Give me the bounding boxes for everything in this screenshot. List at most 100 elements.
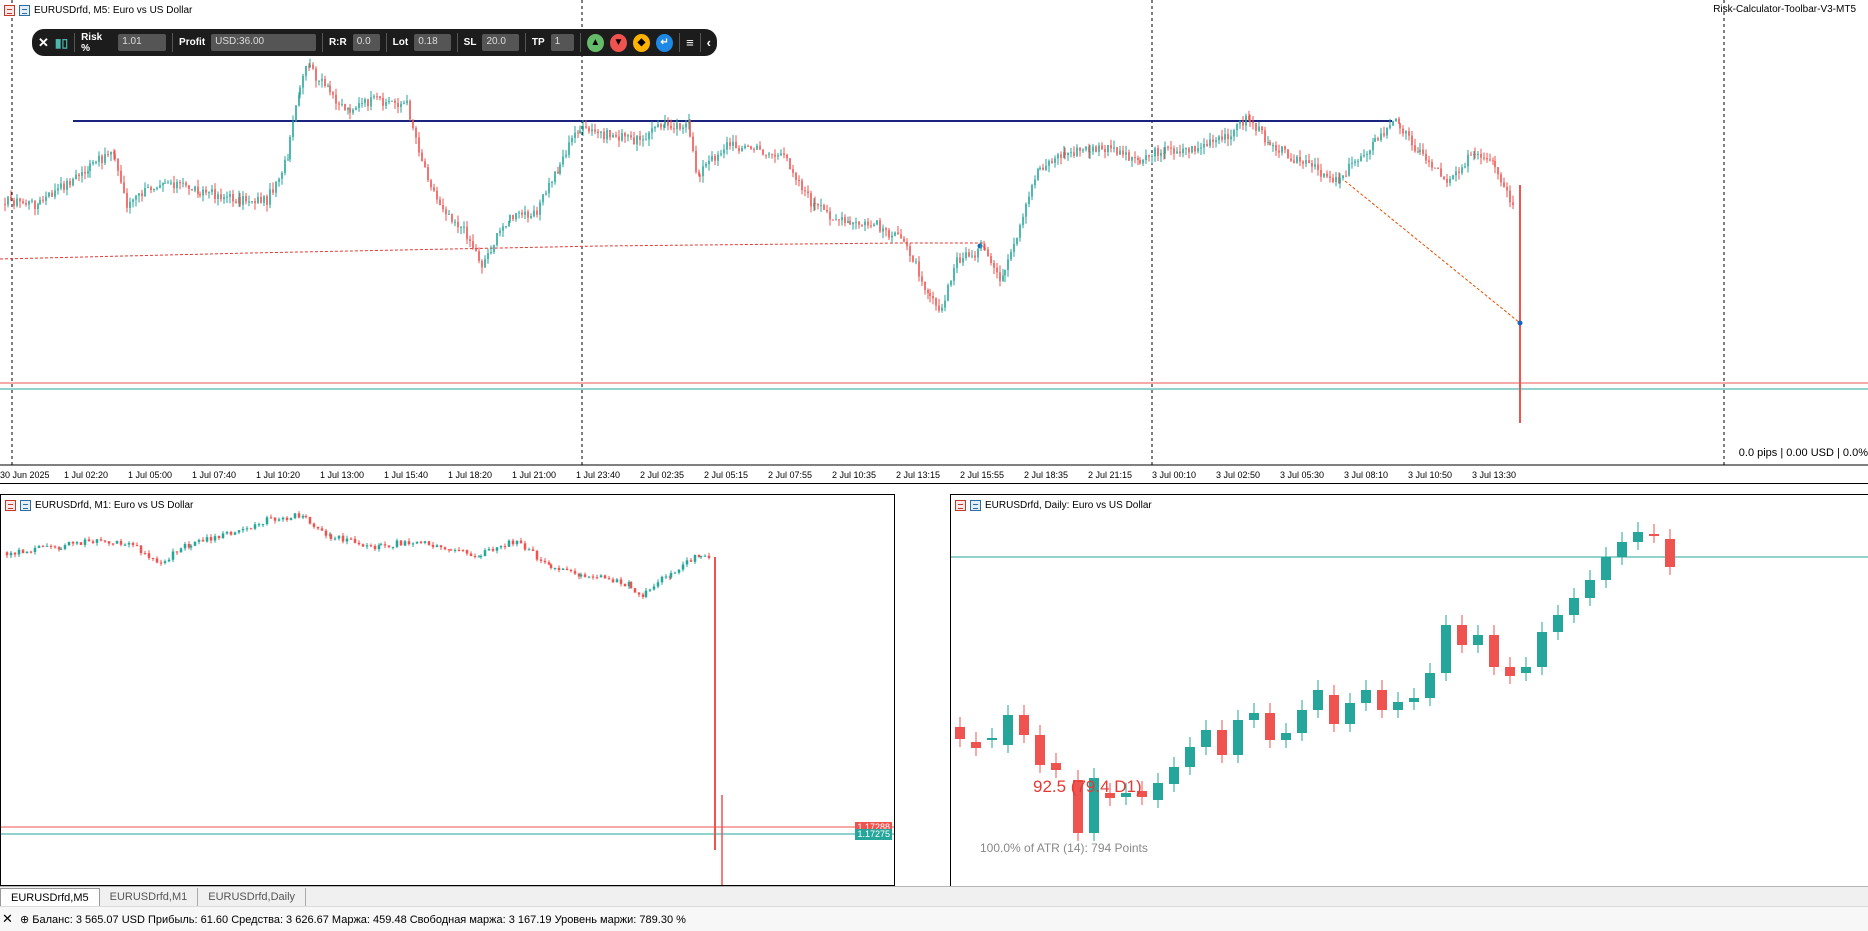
collapse-toolbar-button[interactable]: ‹	[706, 35, 712, 50]
time-axis-label: 2 Jul 02:35	[640, 470, 685, 480]
candle-body	[98, 155, 100, 162]
lot-input[interactable]: 0.18	[414, 34, 451, 51]
candle-body	[89, 163, 91, 172]
candle-body	[466, 226, 468, 240]
candle-body	[1440, 168, 1442, 177]
candle-body	[587, 576, 591, 578]
candle-body	[1233, 720, 1243, 755]
candle-body	[1157, 148, 1159, 156]
candle-body	[547, 562, 551, 565]
candle-body	[1302, 161, 1304, 164]
pending-order-icon[interactable]: ◆	[632, 33, 651, 52]
candle-body	[423, 541, 427, 543]
execute-order-icon[interactable]: ↵	[656, 33, 674, 52]
candle-body	[433, 187, 435, 191]
candle-body	[81, 172, 83, 177]
candle-body	[483, 550, 487, 556]
tab-eurusd-m1[interactable]: EURUSDrfd,M1	[100, 888, 199, 906]
candle-body	[457, 221, 459, 228]
rr-input[interactable]: 0.0	[352, 34, 380, 51]
menu-icon[interactable]: ≡	[686, 35, 694, 50]
candle-body	[1104, 149, 1106, 153]
candle-body	[987, 738, 997, 740]
marker-point	[1517, 320, 1523, 326]
price-chart-m1[interactable]	[1, 495, 895, 886]
candle-body	[1601, 557, 1611, 580]
candle-body	[807, 191, 809, 194]
sl-input[interactable]: 20.0	[482, 34, 519, 51]
risk-input[interactable]: 1.01	[118, 34, 167, 51]
time-axis-label: 2 Jul 05:15	[704, 470, 749, 480]
buy-up-icon[interactable]: ▲	[586, 33, 604, 52]
candle-body	[16, 198, 18, 206]
chart-window-m5[interactable]: EURUSDrfd, M5: Euro vs US Dollar Risk-Ca…	[0, 0, 1868, 484]
close-toolbar-button[interactable]: ✕	[38, 34, 49, 50]
chart-window-m1[interactable]: EURUSDrfd, M1: Euro vs US Dollar 1.17975…	[0, 494, 895, 886]
candle-body	[702, 166, 704, 177]
chart-icon	[955, 499, 966, 511]
tp-label: TP	[531, 37, 545, 48]
candle-body	[424, 161, 426, 168]
candle-body	[1377, 138, 1379, 141]
candle-body	[153, 188, 155, 191]
candle-body	[245, 528, 249, 530]
separator	[172, 33, 174, 52]
candle-body	[944, 300, 946, 308]
tab-eurusd-daily[interactable]: EURUSDrfd,Daily	[198, 888, 307, 906]
candle-body	[292, 121, 294, 138]
candle-body	[120, 170, 122, 183]
candle-body	[689, 560, 693, 562]
candle-body	[1314, 164, 1316, 167]
candle-body	[472, 241, 474, 249]
profit-input[interactable]: USD:36.00	[211, 34, 316, 51]
candle-body	[657, 124, 659, 128]
candle-body	[1366, 154, 1368, 156]
candle-body	[1233, 130, 1235, 137]
candle-body	[496, 233, 498, 246]
candle-body	[1098, 145, 1100, 152]
candle-body	[57, 188, 59, 191]
candle-body	[132, 199, 134, 202]
candle-body	[135, 195, 137, 200]
close-icon[interactable]: ✕	[2, 911, 13, 926]
rr-label: R:R	[328, 37, 347, 48]
candle-body	[1293, 160, 1295, 163]
candle-body	[1116, 147, 1118, 155]
candle-body	[39, 199, 41, 204]
sell-down-icon[interactable]: ▼	[609, 33, 627, 52]
candle-body	[1296, 156, 1298, 163]
candle-body	[83, 539, 87, 545]
candle-body	[652, 586, 656, 590]
price-chart-d1[interactable]	[951, 495, 1868, 886]
tab-eurusd-m5[interactable]: EURUSDrfd,M5	[0, 888, 100, 906]
candle-body	[759, 145, 761, 150]
candle-body	[858, 221, 860, 225]
pips-readout: 0.0 pips | 0.00 USD | 0.0%	[1732, 447, 1868, 459]
risk-calculator-toolbar[interactable]: ✕ ▮▯ Risk % 1.01 Profit USD:36.00 R:R 0.…	[32, 29, 717, 56]
candle-body	[1067, 152, 1069, 156]
candle-body	[67, 541, 71, 546]
candle-body	[254, 201, 256, 204]
candle-body	[792, 169, 794, 173]
candle-body	[1224, 134, 1226, 140]
chart-type-icon[interactable]: ▮▯	[54, 35, 69, 50]
candle-body	[1464, 166, 1466, 168]
candle-body	[569, 569, 573, 572]
candle-body	[826, 209, 828, 212]
candle-body	[162, 183, 164, 186]
candle-body	[1221, 136, 1223, 140]
candle-body	[1275, 145, 1277, 151]
separator	[699, 33, 701, 52]
candle-body	[820, 205, 822, 207]
price-chart-m5[interactable]	[0, 0, 1868, 484]
candle-body	[953, 268, 955, 281]
candle-body	[1503, 182, 1505, 187]
candle-body	[45, 545, 49, 547]
tp-select[interactable]: 1	[550, 34, 574, 51]
candle-body	[382, 98, 384, 106]
candle-body	[1258, 126, 1260, 131]
candle-body	[1163, 152, 1165, 154]
chart-window-d1[interactable]: EURUSDrfd, Daily: Euro vs US Dollar 92.5…	[950, 494, 1868, 886]
candle-body	[1042, 167, 1044, 170]
candle-body	[344, 104, 346, 110]
